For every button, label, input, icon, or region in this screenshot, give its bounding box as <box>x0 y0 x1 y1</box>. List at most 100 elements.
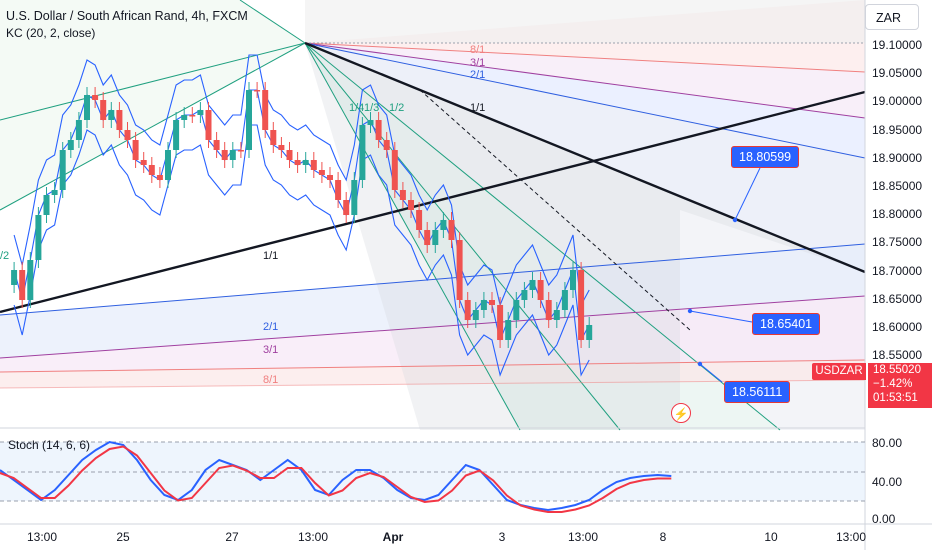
candle <box>529 280 536 290</box>
candle <box>448 220 455 240</box>
price-tick: 18.70000 <box>872 263 923 278</box>
time-tick: 25 <box>116 530 130 544</box>
candle <box>246 90 252 150</box>
candle <box>156 175 163 180</box>
time-tick: 3 <box>498 530 506 544</box>
candle <box>229 150 236 160</box>
candle <box>416 210 423 230</box>
last-price: 18.55020 <box>873 364 921 376</box>
candle <box>561 290 568 310</box>
candle <box>11 270 18 285</box>
price-tick: 18.75000 <box>872 235 923 250</box>
symbol-price-label: USDZAR <box>812 363 866 380</box>
candle <box>343 200 350 215</box>
price-tick: 18.60000 <box>872 320 923 334</box>
price-tag-lower[interactable]: 18.56111 <box>724 381 791 403</box>
time-tick: 10 <box>764 530 778 544</box>
candle <box>221 150 228 160</box>
price-tick: 18.85000 <box>872 179 923 193</box>
candle <box>181 115 188 120</box>
flash-icon[interactable]: ⚡ <box>671 403 691 423</box>
time-tick: Apr <box>382 530 404 544</box>
price-tick: 18.80000 <box>872 207 923 222</box>
chart-title: U.S. Dollar / South African Rand, 4h, FX… <box>6 9 248 23</box>
price-tick: 18.65000 <box>872 291 923 306</box>
candle <box>116 110 123 130</box>
time-tick: 13:00 <box>297 530 329 544</box>
price-tick: 19.05000 <box>872 66 923 81</box>
candle <box>553 310 560 320</box>
candle <box>132 140 139 160</box>
candle <box>440 220 447 230</box>
candle <box>424 230 431 245</box>
candle <box>140 160 147 165</box>
time-tick: 13:00 <box>567 530 599 544</box>
candle <box>537 280 544 300</box>
kc-lower-band <box>13 124 590 377</box>
price-tick: 18.90000 <box>872 150 923 165</box>
candle <box>310 160 317 170</box>
price-change: −1.42% <box>873 378 913 390</box>
candle <box>197 110 204 115</box>
fan-label-1-2: 1/2 <box>389 102 405 114</box>
candle <box>497 305 504 340</box>
price-tag-middle[interactable]: 18.65401 <box>752 313 821 335</box>
candle <box>359 125 366 180</box>
candle <box>278 145 285 150</box>
candle <box>399 190 406 200</box>
stoch-tick-40: 40.00 <box>872 475 903 489</box>
candle <box>335 180 342 200</box>
candle <box>472 310 479 320</box>
stoch-tick-80: 80.00 <box>872 436 903 450</box>
candle <box>456 240 463 300</box>
price-tick: 19.10000 <box>872 38 923 52</box>
candle <box>586 325 593 340</box>
candle <box>19 270 26 300</box>
time-tick: 27 <box>225 530 239 544</box>
price-tick: 18.95000 <box>872 122 923 137</box>
candle <box>100 100 107 120</box>
time-tick: 13:00 <box>835 530 867 544</box>
candle <box>205 110 212 140</box>
price-tag-upper[interactable]: 18.80599 <box>731 146 800 168</box>
fan-label-1-1: 1/1 <box>470 102 486 114</box>
fan-label-3-1: 3/1 <box>470 57 486 69</box>
fan-label-main: 1/1 <box>263 250 279 262</box>
price-tick: 18.55000 <box>872 348 923 363</box>
candle <box>213 140 220 150</box>
candle <box>51 190 58 195</box>
candle <box>84 95 90 120</box>
candle <box>578 270 585 340</box>
stoch-indicator-label[interactable]: Stoch (14, 6, 6) <box>8 438 91 452</box>
candle <box>254 90 261 92</box>
currency-button[interactable]: ZAR <box>865 4 919 30</box>
candle <box>391 150 398 190</box>
candle <box>521 290 528 300</box>
bar-countdown: 01:53:51 <box>873 392 918 404</box>
candle <box>545 300 552 320</box>
candle <box>294 160 301 165</box>
candle <box>505 320 512 340</box>
candle <box>27 260 34 300</box>
candle <box>67 140 74 150</box>
candle <box>408 200 414 210</box>
candle <box>270 130 277 145</box>
kc-upper-band <box>13 54 590 307</box>
candle <box>375 120 382 140</box>
candle <box>108 110 115 120</box>
candle <box>327 175 333 180</box>
candle <box>432 230 439 245</box>
fan-label-lower-2-1: 2/1 <box>263 321 279 333</box>
candle <box>513 300 520 320</box>
candle <box>367 120 374 125</box>
candle <box>464 300 471 320</box>
kc-indicator-label[interactable]: KC (20, 2, close) <box>6 26 96 40</box>
candle <box>35 215 42 260</box>
candle <box>124 130 131 140</box>
candle <box>148 165 155 175</box>
fan-label-left: /2 <box>0 250 10 262</box>
candle <box>59 150 66 190</box>
fan-label-1-4: 1/4 <box>349 102 365 114</box>
candle <box>318 170 325 175</box>
